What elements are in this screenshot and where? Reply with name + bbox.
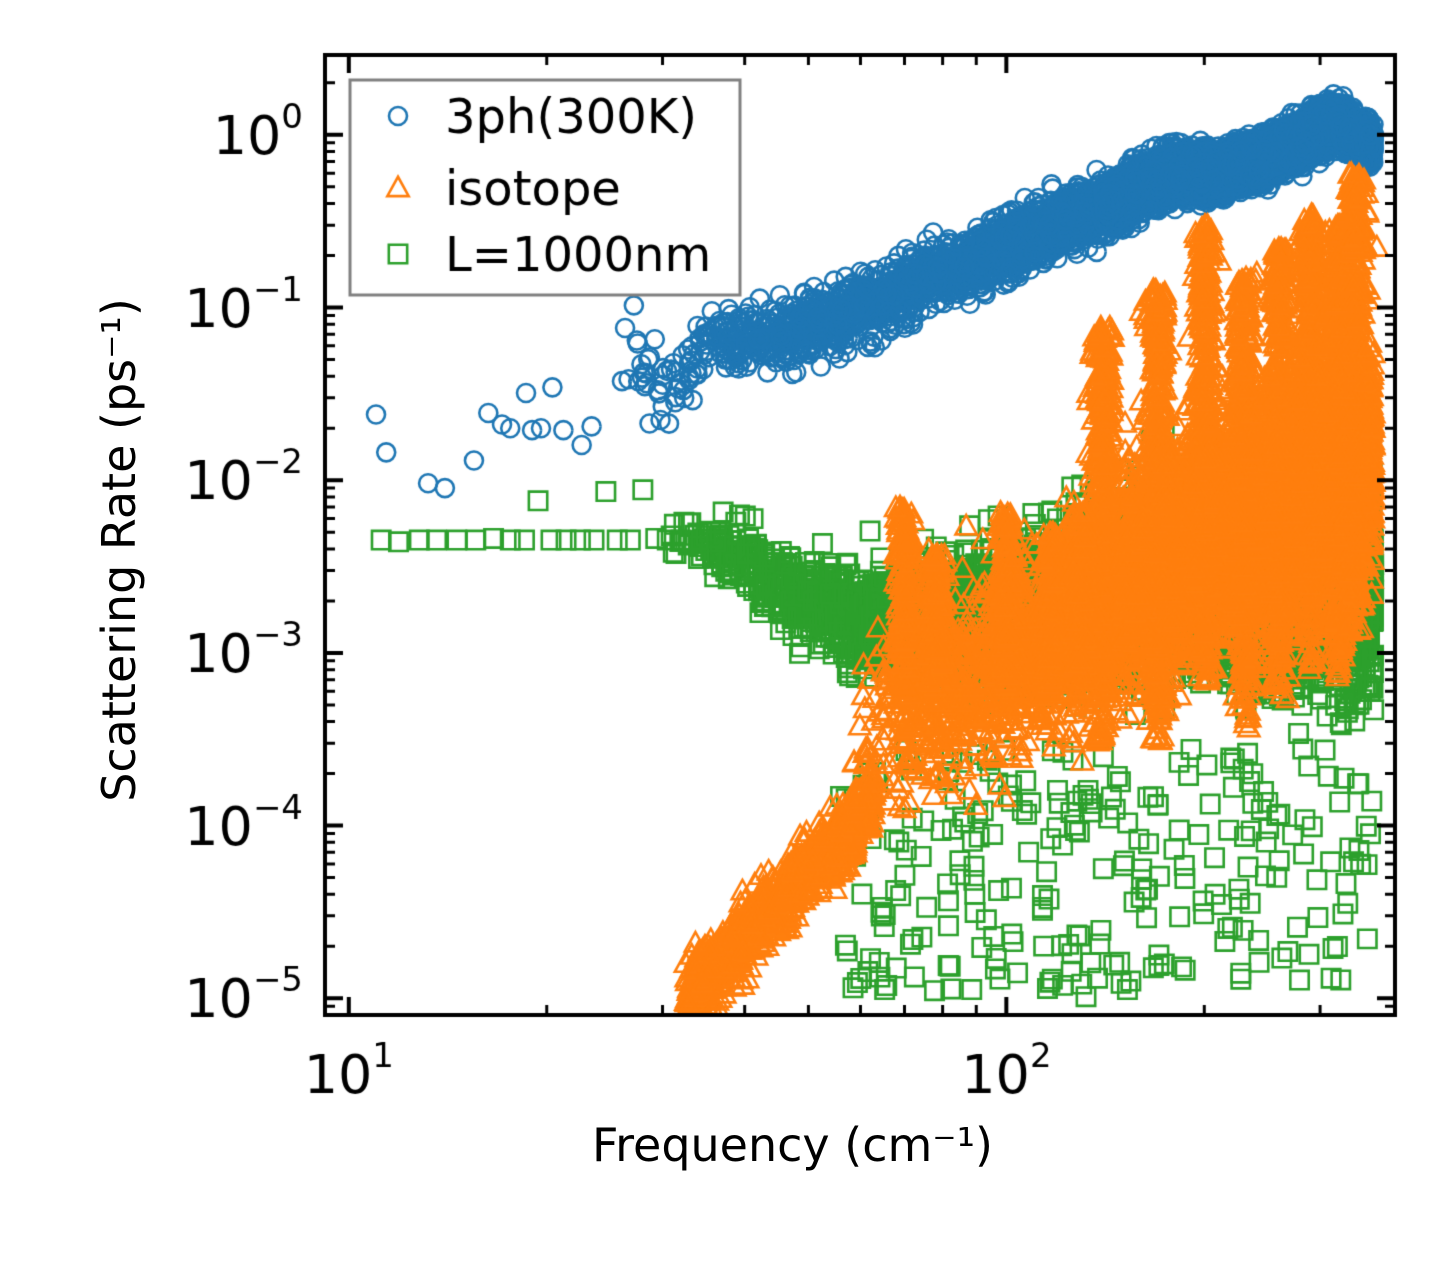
x-axis-label: Frequency (cm⁻¹) xyxy=(592,1118,993,1172)
y-axis-label: Scattering Rate (ps⁻¹) xyxy=(92,298,146,802)
